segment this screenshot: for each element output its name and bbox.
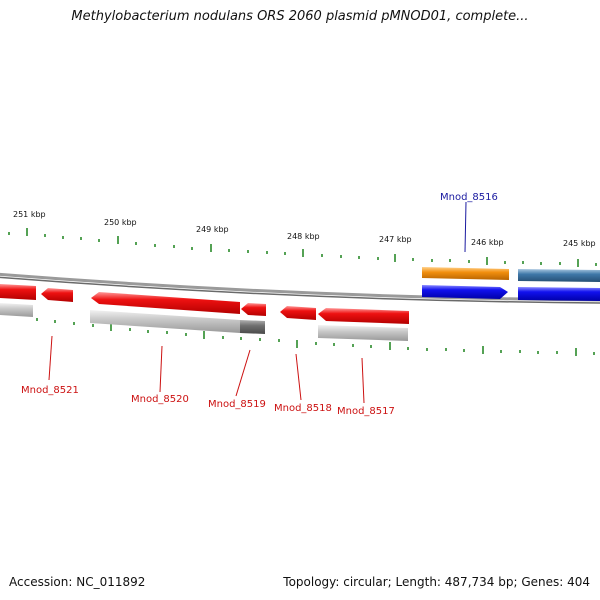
- grey-feature-left: [0, 303, 33, 317]
- gene-arrow-mnod-8520: [91, 292, 240, 314]
- gene-label-mnod-8517[interactable]: Mnod_8517: [337, 406, 395, 417]
- gene-arrow-mnod-8521: [41, 288, 73, 302]
- scale-label-246: 246 kbp: [471, 238, 504, 247]
- grey-feature-right: [318, 325, 408, 341]
- blue-feature-right: [518, 287, 600, 301]
- scale-label-248: 248 kbp: [287, 232, 320, 241]
- gene-labels[interactable]: Mnod_8521 Mnod_8520 Mnod_8519 Mnod_8518 …: [21, 192, 498, 417]
- steel-feature: [518, 269, 600, 282]
- gene-label-mnod-8520[interactable]: Mnod_8520: [131, 394, 189, 405]
- red-feature-left: [0, 284, 36, 300]
- gene-arrow-mnod-8517: [318, 308, 409, 324]
- accession-text: Accession: NC_011892: [9, 575, 146, 589]
- gene-arrow-mnod-8518: [280, 306, 316, 320]
- map-title: Methylobacterium nodulans ORS 2060 plasm…: [71, 9, 529, 24]
- reverse-features: [0, 284, 409, 324]
- scale-label-250: 250 kbp: [104, 218, 137, 227]
- genome-summary-text: Topology: circular; Length: 487,734 bp; …: [283, 575, 590, 589]
- dark-grey-feature: [240, 320, 265, 334]
- gene-arrow-mnod-8516: [422, 285, 508, 299]
- kbp-scale-labels: 251 kbp 250 kbp 249 kbp 248 kbp 247 kbp …: [13, 210, 596, 248]
- forward-features: [422, 267, 600, 301]
- scale-label-245: 245 kbp: [563, 239, 596, 248]
- gene-callout-lines: [48, 201, 467, 404]
- gene-label-mnod-8521[interactable]: Mnod_8521: [21, 385, 79, 396]
- upper-tick-row: [8, 228, 597, 267]
- genome-backbone-inner: [0, 276, 600, 304]
- gene-label-mnod-8518[interactable]: Mnod_8518: [274, 403, 332, 414]
- gene-label-mnod-8516[interactable]: Mnod_8516: [440, 192, 498, 203]
- scale-label-247: 247 kbp: [379, 235, 412, 244]
- scale-label-251: 251 kbp: [13, 210, 46, 219]
- scale-label-249: 249 kbp: [196, 225, 229, 234]
- grey-features: [0, 303, 408, 341]
- orange-feature: [422, 267, 509, 280]
- gene-arrow-mnod-8519: [241, 303, 266, 316]
- gene-label-mnod-8519[interactable]: Mnod_8519: [208, 399, 266, 410]
- grey-feature-long: [90, 310, 240, 333]
